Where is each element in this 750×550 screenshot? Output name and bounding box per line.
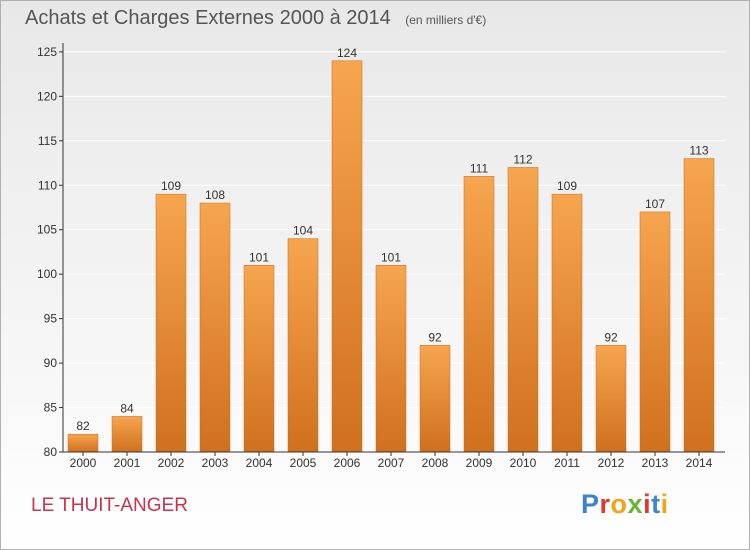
x-tick-label: 2010 (510, 456, 537, 470)
bar[interactable] (507, 167, 539, 453)
x-tick-label: 2009 (466, 456, 493, 470)
data-label: 92 (604, 330, 618, 344)
data-label: 101 (381, 250, 401, 264)
bar[interactable] (375, 265, 407, 453)
data-label: 112 (513, 152, 532, 166)
logo-letter: P (581, 489, 600, 519)
y-tick-label: 100 (37, 267, 57, 281)
x-tick-label: 2014 (686, 456, 713, 470)
logo-letter: o (610, 489, 628, 519)
x-tick-label: 2003 (202, 456, 229, 470)
data-label: 108 (205, 188, 225, 202)
logo-letter: i (643, 489, 652, 519)
logo-letter: r (599, 489, 611, 519)
logo-letter: x (627, 489, 644, 519)
y-tick-label: 85 (44, 401, 58, 415)
x-tick-label: 2005 (290, 456, 317, 470)
bar[interactable] (155, 193, 187, 453)
title-row: Achats et Charges Externes 2000 à 2014 (… (25, 7, 486, 30)
data-label: 101 (249, 250, 269, 264)
data-label: 109 (557, 179, 577, 193)
x-tick-label: 2008 (422, 456, 449, 470)
x-tick-label: 2001 (114, 456, 141, 470)
data-label: 113 (689, 144, 708, 158)
y-tick-label: 90 (44, 356, 58, 370)
proxiti-logo[interactable]: Proxiti (581, 489, 669, 520)
bar[interactable] (331, 60, 363, 453)
x-tick-label: 2013 (642, 456, 669, 470)
x-tick-label: 2000 (70, 456, 97, 470)
bar[interactable] (199, 202, 231, 453)
bar[interactable] (595, 345, 627, 453)
data-label: 104 (293, 224, 313, 238)
data-label: 84 (120, 401, 134, 415)
data-label: 82 (76, 419, 90, 433)
logo-letter: t (651, 489, 661, 519)
logo-letter: i (660, 489, 669, 519)
x-tick-label: 2011 (554, 456, 580, 470)
bar[interactable] (243, 265, 275, 453)
bar[interactable] (111, 416, 143, 453)
bar[interactable] (287, 238, 319, 453)
town-name: LE THUIT-ANGER (31, 495, 188, 516)
y-tick-label: 80 (44, 445, 58, 459)
y-tick-label: 120 (37, 89, 57, 103)
x-tick-label: 2007 (378, 456, 405, 470)
x-tick-label: 2002 (158, 456, 185, 470)
data-label: 109 (161, 179, 181, 193)
bar[interactable] (639, 211, 671, 453)
y-tick-label: 110 (38, 178, 57, 192)
bar[interactable] (67, 433, 99, 453)
y-tick-label: 95 (44, 312, 58, 326)
y-tick-label: 125 (37, 45, 57, 59)
x-tick-label: 2006 (334, 456, 361, 470)
x-tick-label: 2012 (598, 456, 625, 470)
y-tick-label: 105 (37, 223, 57, 237)
chart-title: Achats et Charges Externes 2000 à 2014 (25, 7, 391, 29)
bar[interactable] (551, 193, 583, 453)
bar[interactable] (683, 158, 715, 453)
chart-unit: (en milliers d'€) (405, 13, 487, 27)
data-label: 124 (337, 46, 357, 60)
y-tick-label: 115 (38, 134, 57, 148)
bar[interactable] (419, 345, 451, 453)
data-label: 107 (645, 197, 665, 211)
bar[interactable] (463, 176, 495, 453)
data-label: 111 (470, 161, 489, 175)
x-tick-label: 2004 (246, 456, 273, 470)
data-label: 92 (428, 330, 442, 344)
